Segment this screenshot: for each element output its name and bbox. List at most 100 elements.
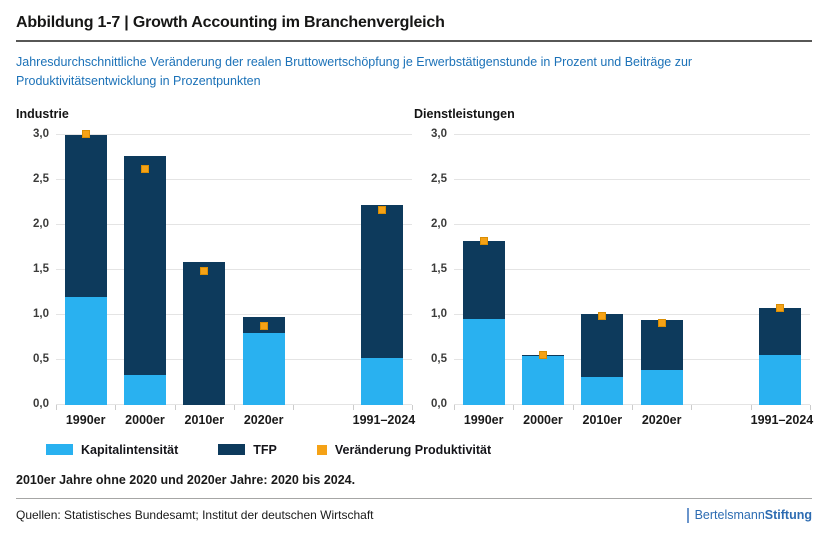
legend-label: Veränderung Produktivität (334, 442, 492, 457)
bar-segment-kapitalintensität (123, 374, 166, 405)
sources-text: Quellen: Statistisches Bundesamt; Instit… (16, 508, 374, 522)
panel-title-dienstleistungen: Dienstleistungen (414, 106, 515, 121)
x-axis-tick (513, 404, 515, 410)
title-divider (16, 40, 812, 42)
gridline (454, 403, 810, 405)
y-tick-label: 2,0 (33, 217, 49, 230)
x-tick-label: 2000er (125, 412, 165, 427)
charts-row: Industrie 0,0 0,5 1,0 1,5 2,0 2,5 3,0 1990er 20… (16, 106, 814, 430)
logo-text-bold: Stiftung (764, 508, 812, 522)
x-tick-label: 1991–2024 (750, 412, 814, 427)
y-tick-label: 1,5 (431, 262, 447, 275)
y-tick-label: 2,5 (33, 172, 49, 185)
produktivitaet-marker (776, 304, 785, 313)
x-axis-tick (810, 404, 811, 410)
stacked-bar-2020er (632, 135, 691, 405)
panel-industrie: Industrie 0,0 0,5 1,0 1,5 2,0 2,5 3,0 1990er 20… (16, 106, 416, 430)
gridline (56, 358, 412, 360)
bar-segment-kapitalintensität (462, 319, 505, 405)
y-tick-label: 3,0 (33, 127, 49, 140)
x-tick-label: 2010er (582, 412, 623, 427)
gridline (454, 133, 810, 135)
logo-bar-icon (686, 507, 689, 523)
plot-area-industrie: 0,0 0,5 1,0 1,5 2,0 2,5 3,0 (33, 128, 413, 410)
legend-item-kapitalintensitaet: Kapitalintensität (46, 443, 178, 457)
gridline (454, 313, 810, 315)
produktivitaet-marker (479, 236, 488, 245)
stacked-bar-1991–2024 (751, 135, 810, 405)
bar-segment-kapitalintensität (759, 355, 802, 405)
stacked-bar-2000er (115, 135, 174, 405)
gridline (454, 358, 810, 360)
stacked-bar-1990er (454, 135, 513, 405)
kapitalintensitaet-swatch-icon (46, 444, 73, 455)
y-tick-label: 1,5 (33, 262, 49, 275)
bar-segment-kapitalintensität (640, 370, 683, 405)
x-axis-tick (632, 404, 633, 410)
gridline (56, 223, 412, 225)
x-axis-tick (412, 404, 413, 410)
x-tick-label: 2020er (243, 412, 284, 427)
gridline (56, 133, 412, 135)
gridline (56, 268, 412, 270)
figure-subtitle: Jahresdurchschnittliche Veränderung der … (16, 55, 693, 88)
bar-segment-tfp (640, 319, 683, 371)
legend-label: TFP (253, 442, 277, 457)
x-axis-tick (454, 404, 455, 410)
bar-segment-kapitalintensität (581, 376, 624, 405)
stacked-bar-1990er (56, 129, 115, 405)
legend-label: Kapitalintensität (81, 442, 179, 457)
x-axis-tick (293, 404, 295, 410)
gridline (56, 178, 412, 180)
panel-title-industrie: Industrie (16, 106, 69, 121)
y-tick-label: 0,5 (431, 352, 447, 365)
footer: Quellen: Statistisches Bundesamt; Instit… (16, 507, 812, 523)
produktivitaet-marker (598, 311, 607, 320)
produktivitaet-marker (140, 164, 149, 173)
stacked-bar-1991–2024 (353, 135, 412, 405)
figure-title: Abbildung 1-7 | Growth Accounting im Bra… (16, 14, 445, 31)
y-tick-label: 1,0 (431, 307, 447, 320)
x-tick-label: 2020er (641, 412, 682, 427)
x-tick-label: 2000er (523, 412, 563, 427)
plot-area-dienstleistungen: 0,0 0,5 1,0 1,5 2,0 2,5 3,0 (431, 128, 811, 410)
bar-segment-tfp (183, 262, 226, 405)
produktivitaet-marker (200, 266, 209, 275)
bertelsmann-stiftung-logo: Bertelsmann Stiftung (686, 507, 812, 523)
x-tick-label: 1991–2024 (352, 412, 416, 427)
stacked-bar-2010er (573, 135, 632, 405)
gridline (56, 403, 412, 405)
gridline (454, 223, 810, 225)
gridline (454, 268, 810, 270)
bar-segment-tfp (462, 240, 505, 319)
x-axis-tick (352, 404, 354, 410)
bar-segment-tfp (361, 204, 404, 358)
produktivitaet-swatch-icon (316, 444, 327, 455)
bar-segment-tfp (64, 134, 107, 297)
logo-text-regular: Bertelsmann (694, 508, 765, 522)
produktivitaet-marker (81, 129, 90, 138)
bar-segment-kapitalintensität (521, 355, 564, 405)
bar-segment-kapitalintensität (361, 357, 404, 405)
x-tick-label: 2010er (184, 412, 225, 427)
y-tick-label: 1,0 (33, 307, 49, 320)
x-tick-label: 1990er (65, 412, 106, 427)
y-tick-label: 0,5 (33, 352, 49, 365)
produktivitaet-marker (259, 322, 268, 331)
legend: Kapitalintensität TFP Veränderung Produk… (46, 443, 812, 457)
legend-item-tfp: TFP (218, 443, 277, 457)
y-tick-label: 0,0 (431, 397, 447, 410)
y-tick-label: 0,0 (33, 397, 49, 410)
y-tick-label: 2,0 (431, 217, 447, 230)
bar-segment-tfp (123, 156, 166, 375)
footer-divider (16, 497, 812, 499)
stacked-bar-2020er (234, 135, 293, 405)
panel-dienstleistungen: Dienstleistungen 0,0 0,5 1,0 1,5 2,0 2,5 3,0 1… (414, 106, 814, 430)
stacked-bar-2010er (175, 135, 234, 405)
gridline (56, 313, 412, 315)
x-axis-labels-dienstleistungen: 1990er 2000er 2010er 2020er 1991–2024 (454, 412, 814, 430)
x-axis-tick (56, 404, 57, 410)
x-axis-tick (691, 404, 693, 410)
footnote: 2010er Jahre ohne 2020 und 2020er Jahre:… (16, 472, 356, 487)
